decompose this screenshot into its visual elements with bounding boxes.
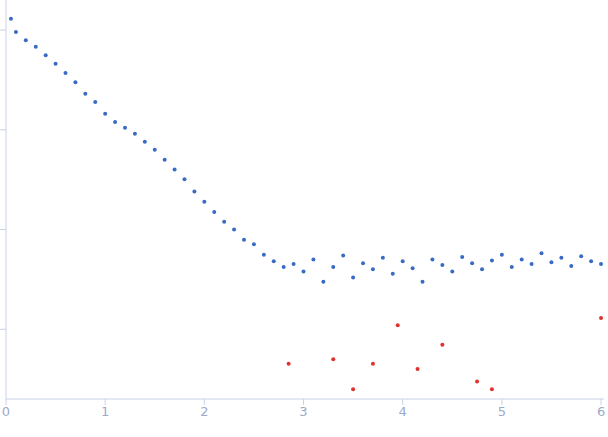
svg-text:1: 1 — [101, 404, 109, 419]
svg-text:6: 6 — [597, 404, 600, 419]
svg-text:2: 2 — [200, 404, 208, 419]
svg-text:0: 0 — [8, 404, 10, 419]
svg-text:5: 5 — [498, 404, 506, 419]
svg-text:3: 3 — [299, 404, 307, 419]
svg-text:4: 4 — [399, 404, 407, 419]
